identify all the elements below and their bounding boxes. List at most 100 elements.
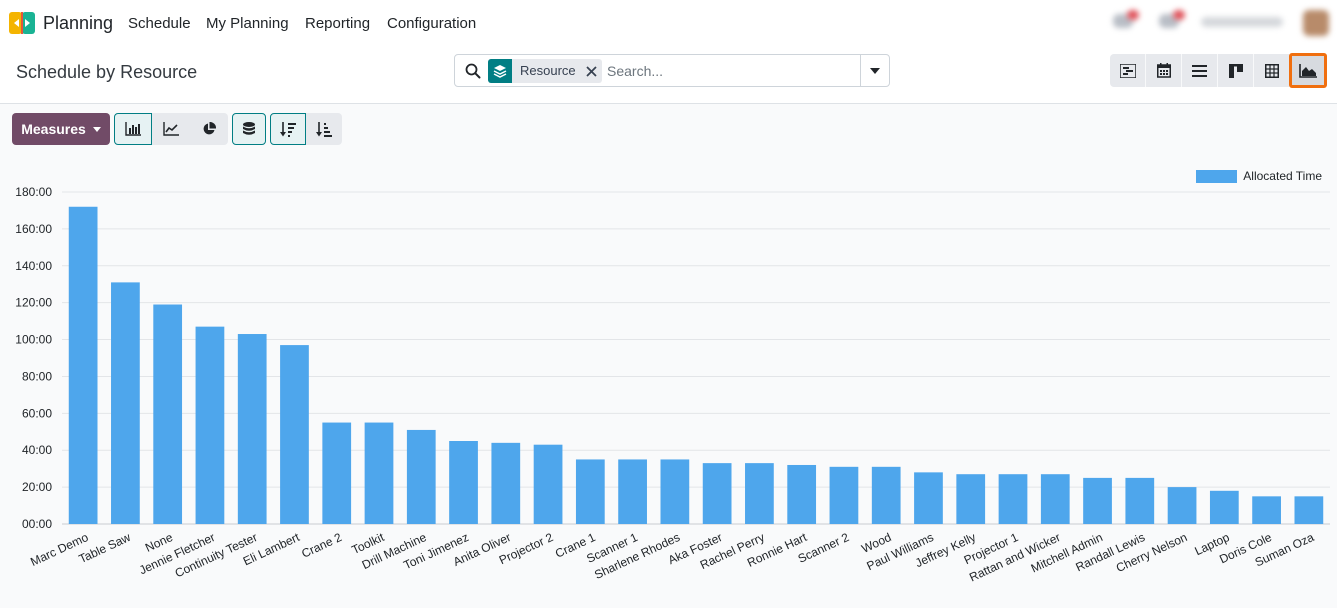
list-icon	[1192, 64, 1207, 77]
area-chart-icon	[1298, 63, 1317, 78]
kanban-view-button[interactable]	[1218, 54, 1254, 87]
systray	[1097, 6, 1337, 40]
chart-bar[interactable]	[449, 441, 478, 524]
sort-descending-icon	[280, 121, 296, 137]
chart-bar[interactable]	[618, 459, 647, 524]
search-icon[interactable]	[465, 63, 481, 79]
app-name[interactable]: Planning	[43, 13, 114, 33]
chart-bar[interactable]	[1252, 496, 1281, 524]
graph-view-area: 00:00 20:00 40:00 60:00 80:00 100:00 120:00 140…	[0, 156, 1337, 608]
chart-bar[interactable]	[533, 444, 563, 524]
gantt-icon	[1119, 63, 1136, 78]
chart-bar[interactable]	[195, 326, 225, 524]
pivot-view-button[interactable]	[1254, 54, 1290, 87]
database-stack-icon	[243, 121, 255, 135]
chart-bar[interactable]	[1294, 496, 1324, 524]
calendar-icon	[1156, 63, 1171, 78]
y-tick-label: 160:00	[15, 222, 52, 236]
graph-view-button[interactable]	[1289, 53, 1327, 88]
chart-bar[interactable]	[153, 304, 183, 524]
control-panel: Schedule by Resource Resource	[0, 46, 1337, 104]
messages-badge	[1173, 10, 1185, 20]
menu-schedule[interactable]: Schedule	[128, 15, 191, 32]
pie-chart-button[interactable]	[190, 113, 228, 145]
menu-configuration[interactable]: Configuration	[387, 15, 477, 32]
top-navbar: Planning Schedule My Planning Reporting …	[0, 0, 1337, 46]
chart-bar[interactable]	[956, 474, 986, 524]
y-tick-label: 00:00	[22, 517, 52, 531]
chart-bar[interactable]	[787, 464, 817, 524]
pie-chart-icon	[203, 122, 216, 135]
y-tick-label: 40:00	[22, 443, 52, 457]
legend-swatch	[1196, 169, 1238, 183]
chart-bar[interactable]	[237, 334, 267, 524]
search-bar: Resource	[454, 54, 890, 87]
chart-bar[interactable]	[68, 206, 98, 524]
menu-reporting[interactable]: Reporting	[305, 15, 371, 32]
pivot-table-icon	[1264, 63, 1279, 78]
y-tick-label: 180:00	[15, 185, 52, 199]
sort-ascending-button[interactable]	[306, 113, 342, 145]
chart-bar[interactable]	[914, 472, 943, 524]
y-tick-label: 140:00	[15, 259, 52, 273]
chart-type-group	[114, 113, 228, 145]
line-chart-icon	[163, 122, 179, 136]
facet-remove-icon[interactable]	[582, 59, 602, 83]
y-tick-label: 80:00	[22, 369, 52, 383]
search-input[interactable]	[607, 61, 857, 81]
chart-bar[interactable]	[1167, 487, 1197, 524]
view-switcher	[1110, 53, 1327, 88]
measures-label: Measures	[21, 121, 86, 137]
chart-bar[interactable]	[322, 422, 352, 524]
bar-chart-button[interactable]	[114, 113, 152, 145]
sort-descending-button[interactable]	[270, 113, 306, 145]
legend-label: Allocated Time	[1243, 169, 1322, 183]
chart-bar[interactable]	[660, 459, 690, 524]
menu-my-planning[interactable]: My Planning	[206, 15, 289, 32]
y-tick-label: 120:00	[15, 296, 52, 310]
chart-bar[interactable]	[1209, 490, 1239, 524]
caret-down-icon	[92, 126, 101, 132]
user-avatar[interactable]	[1303, 10, 1329, 36]
chart-legend[interactable]: Allocated Time	[1196, 169, 1322, 183]
chart-bar[interactable]	[998, 474, 1028, 524]
chart-bar[interactable]	[280, 345, 309, 524]
sort-group	[270, 113, 342, 145]
x-tick-label: Crane 2	[299, 530, 344, 561]
chart-bar[interactable]	[745, 463, 774, 524]
layers-icon	[488, 59, 512, 83]
measures-dropdown-button[interactable]: Measures	[12, 113, 110, 145]
gantt-view-button[interactable]	[1110, 54, 1146, 87]
chart-bar[interactable]	[702, 463, 732, 524]
bar-chart: 00:00 20:00 40:00 60:00 80:00 100:00 120:00 140…	[15, 185, 1330, 584]
line-chart-button[interactable]	[152, 113, 190, 145]
bar-chart-icon	[125, 122, 141, 136]
chart-bar[interactable]	[364, 422, 394, 524]
groupby-facet: Resource	[488, 59, 602, 83]
activity-badge	[1127, 10, 1139, 20]
chart-bar[interactable]	[406, 429, 436, 524]
calendar-view-button[interactable]	[1146, 54, 1182, 87]
y-tick-label: 20:00	[22, 480, 52, 494]
caret-down-icon	[870, 67, 880, 74]
chart-bar[interactable]	[1040, 474, 1070, 524]
search-options-toggle[interactable]	[860, 55, 889, 86]
stacked-button[interactable]	[232, 113, 266, 145]
sort-ascending-icon	[316, 121, 332, 137]
chart-bar[interactable]	[1125, 477, 1155, 524]
kanban-icon	[1228, 63, 1243, 78]
chart-bar[interactable]	[575, 459, 605, 524]
list-view-button[interactable]	[1182, 54, 1218, 87]
facet-label: Resource	[520, 63, 576, 78]
chart-bar[interactable]	[871, 466, 901, 524]
chart-bar[interactable]	[111, 282, 140, 524]
chart-bar[interactable]	[829, 466, 859, 524]
company-switcher[interactable]	[1201, 17, 1283, 27]
chart-bar[interactable]	[491, 442, 521, 524]
chart-bar[interactable]	[1083, 477, 1112, 524]
planning-app-icon[interactable]	[9, 12, 35, 34]
page-title: Schedule by Resource	[16, 62, 198, 82]
stacked-group	[232, 113, 266, 145]
graph-toolbar: Measures	[0, 104, 1337, 156]
y-tick-label: 60:00	[22, 406, 52, 420]
